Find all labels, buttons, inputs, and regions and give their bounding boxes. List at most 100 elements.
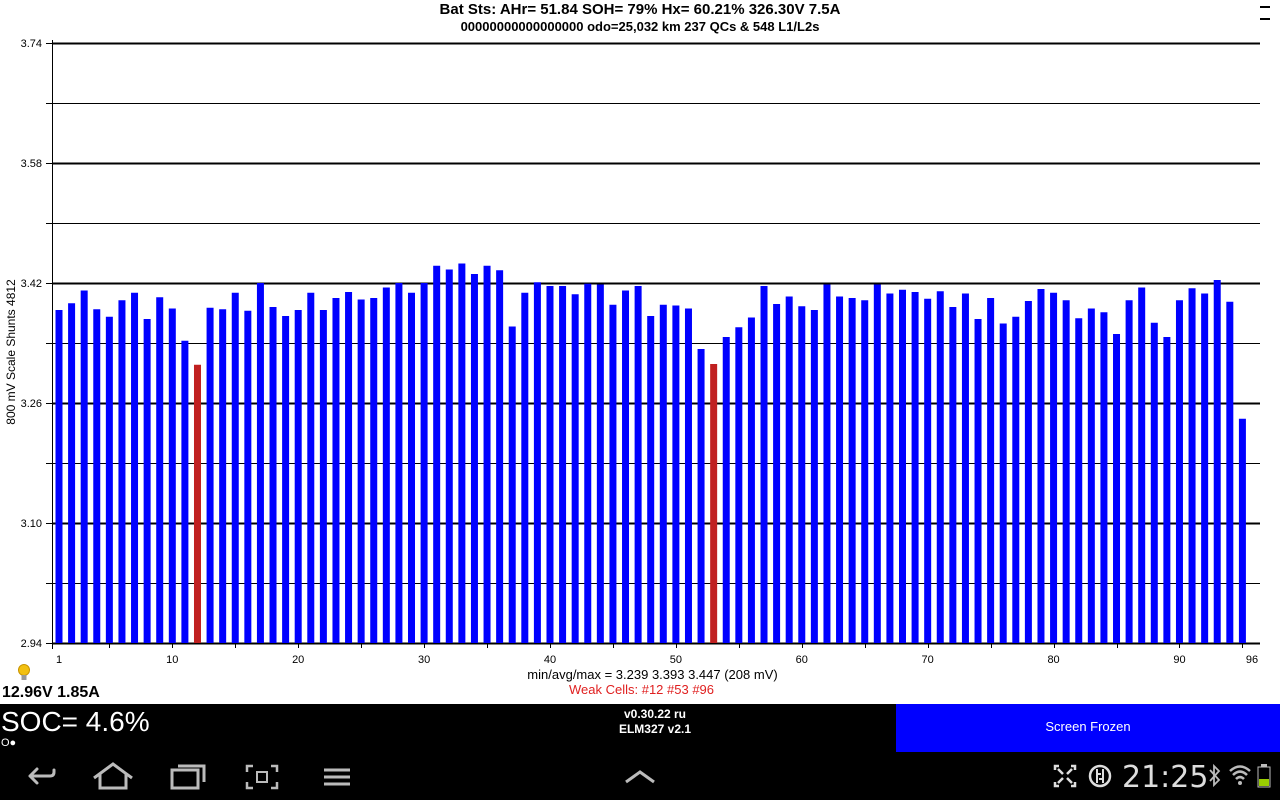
cell-bar [684, 308, 692, 643]
cell-bar [810, 310, 818, 643]
overflow-menu-icon[interactable] [1260, 6, 1270, 20]
screen-frozen-button[interactable]: Screen Frozen [896, 704, 1280, 752]
soc-readout: SOC= 4.6% [1, 706, 150, 737]
cell-bar [483, 265, 491, 643]
cell-bar [307, 292, 315, 643]
cell-bar [231, 292, 239, 643]
cell-bar [898, 289, 906, 643]
y-tick-label: 3.42 [21, 278, 42, 290]
cell-bar [55, 310, 63, 643]
cell-bar [1113, 334, 1121, 643]
cell-bar [848, 298, 856, 643]
cell-bar [93, 309, 101, 643]
wifi-icon [1229, 765, 1251, 785]
cell-bar [420, 283, 428, 643]
cell-bar [470, 274, 478, 643]
cell-bar [1226, 301, 1234, 643]
cell-bar [697, 349, 705, 643]
cell-bar [798, 306, 806, 643]
version-info: v0.30.22 ru ELM327 v2.1 [540, 707, 770, 737]
weak-cell-bar [710, 364, 718, 643]
cell-bar [836, 296, 844, 643]
cell-bar [546, 286, 554, 643]
cell-bar [408, 292, 416, 643]
cell-bar [433, 265, 441, 643]
cell-bar [559, 286, 567, 643]
cell-bar [1125, 300, 1133, 643]
cell-bar [118, 300, 126, 643]
cell-bar [1075, 318, 1083, 643]
cell-bar [760, 286, 768, 643]
cell-bar [1201, 293, 1209, 643]
cell-bar [181, 340, 189, 643]
cell-bar [659, 304, 667, 643]
cell-bar [974, 319, 982, 643]
fullscreen-icon[interactable] [1052, 752, 1078, 800]
y-tick-label: 2.94 [21, 638, 42, 650]
cell-bar [80, 290, 88, 643]
cell-bar [1012, 316, 1020, 643]
cell-bar [949, 307, 957, 643]
cell-bar [584, 283, 592, 643]
lightbulb-icon [18, 664, 30, 680]
cell-bar [634, 286, 642, 643]
battery-icon [1257, 764, 1271, 788]
cell-bar [1138, 287, 1146, 643]
cell-bar [987, 298, 995, 643]
x-tick-label: 50 [670, 654, 682, 666]
cell-bar [256, 283, 264, 643]
cell-bar [382, 287, 390, 643]
cell-bar [156, 297, 164, 643]
cell-bar [533, 282, 541, 643]
odometer-line: 00000000000000000 odo=25,032 km 237 QCs … [460, 19, 820, 34]
cell-bar [1050, 292, 1058, 643]
x-tick-label: 10 [166, 654, 178, 666]
cell-bar [357, 299, 365, 643]
cell-bar [1150, 322, 1158, 643]
back-icon[interactable] [20, 752, 58, 800]
cell-bar [785, 296, 793, 643]
recent-apps-icon[interactable] [168, 752, 208, 800]
x-tick-label: 90 [1173, 654, 1185, 666]
min-avg-max-text: min/avg/max = 3.239 3.393 3.447 (208 mV) [527, 667, 778, 682]
y-tick-label: 3.10 [21, 518, 42, 530]
cell-bar [168, 308, 176, 643]
cell-bar [445, 269, 453, 643]
cell-bar [345, 292, 353, 643]
battery-status-line: Bat Sts: AHr= 51.84 SOH= 79% Hx= 60.21% … [439, 1, 841, 18]
cell-bar [1163, 337, 1171, 643]
x-tick-label: 60 [796, 654, 808, 666]
cell-bar [521, 292, 529, 643]
menu-icon[interactable] [322, 752, 352, 800]
chevron-up-icon[interactable] [622, 752, 658, 800]
app-version: v0.30.22 ru [623, 707, 687, 721]
cell-bar [911, 292, 919, 643]
weak-cell-bar [193, 364, 201, 643]
cell-bar [861, 300, 869, 643]
screenshot-icon[interactable] [244, 752, 280, 800]
status-bar: SOC= 4.6% O● v0.30.22 ru ELM327 v2.1 Scr… [0, 704, 1280, 752]
y-axis-label: 800 mV Scale Shunts 4812 [4, 279, 18, 425]
adapter-version: ELM327 v2.1 [618, 722, 692, 736]
cell-voltage-chart: 3.74 3.58 3.42 3.26 3.10 2.94 1 10 20 30 40 50 60 70 8… [4, 38, 1260, 666]
cell-bar [571, 294, 579, 643]
cell-bar [1238, 418, 1246, 643]
cell-bar [282, 316, 290, 643]
cell-bar [596, 284, 604, 643]
data-sync-icon [1088, 764, 1112, 788]
cell-bar [143, 319, 151, 643]
cell-bar [219, 309, 227, 643]
cell-bar [319, 310, 327, 643]
y-tick-label: 3.74 [21, 38, 42, 50]
cell-bar [622, 290, 630, 643]
system-navigation-bar: 21:25 [0, 752, 1280, 800]
chart-axes: 3.74 3.58 3.42 3.26 3.10 2.94 1 10 20 30 40 50 60 70 8… [21, 38, 1259, 666]
soc-indicator: O● [1, 737, 17, 749]
y-tick-label: 3.26 [21, 398, 42, 410]
chart-grid [52, 42, 1260, 645]
cell-bar [105, 316, 113, 643]
cell-bar [1188, 288, 1196, 643]
cell-bar [244, 310, 252, 643]
home-icon[interactable] [90, 752, 136, 800]
cell-bar [886, 293, 894, 643]
